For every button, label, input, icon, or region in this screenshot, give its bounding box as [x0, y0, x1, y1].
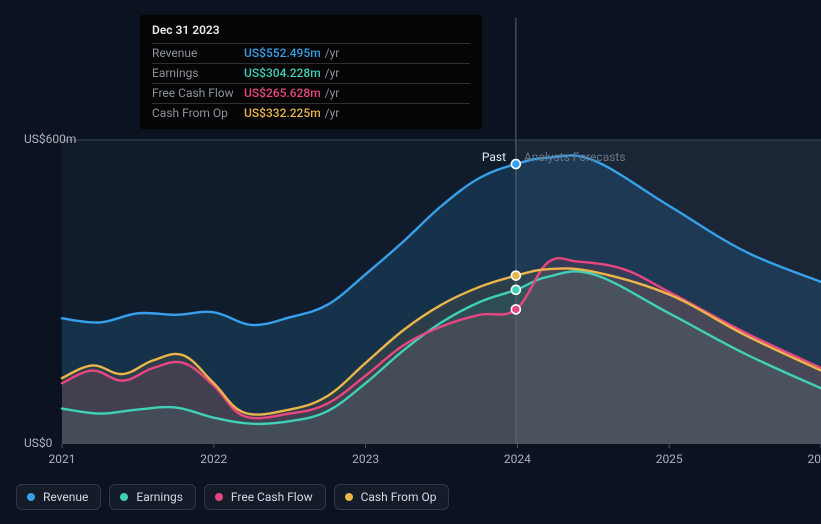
tooltip-row-suffix: /yr: [325, 86, 340, 100]
x-axis-label: 2025: [656, 452, 683, 466]
legend-swatch-icon: [120, 493, 128, 501]
legend: Revenue Earnings Free Cash Flow Cash From O…: [16, 484, 449, 510]
legend-swatch-icon: [345, 493, 353, 501]
x-axis-label: 2024: [504, 452, 531, 466]
legend-chip[interactable]: Revenue: [16, 484, 101, 510]
x-axis-label: 2026: [808, 452, 821, 466]
hover-tooltip: Dec 31 2023 RevenueUS$552.495m/yrEarning…: [140, 15, 482, 129]
tooltip-row-value: US$265.628m: [244, 86, 321, 100]
tooltip-row-label: Revenue: [152, 46, 244, 60]
tooltip-row-label: Free Cash Flow: [152, 86, 244, 100]
legend-label: Free Cash Flow: [231, 490, 313, 504]
tooltip-row-suffix: /yr: [325, 66, 340, 80]
tooltip-row-suffix: /yr: [325, 46, 340, 60]
tooltip-row: EarningsUS$304.228m/yr: [152, 63, 470, 83]
legend-label: Earnings: [136, 490, 183, 504]
legend-label: Revenue: [43, 490, 88, 504]
past-label: Past: [482, 150, 506, 164]
tooltip-row-value: US$332.225m: [244, 106, 321, 120]
forecast-label: Analysts Forecasts: [524, 150, 626, 164]
x-axis-label: 2022: [200, 452, 227, 466]
tooltip-row: Cash From OpUS$332.225m/yr: [152, 103, 470, 123]
legend-chip[interactable]: Free Cash Flow: [204, 484, 326, 510]
x-axis-label: 2023: [352, 452, 379, 466]
tooltip-row: RevenueUS$552.495m/yr: [152, 43, 470, 63]
legend-swatch-icon: [27, 493, 35, 501]
tooltip-row-value: US$552.495m: [244, 46, 321, 60]
tooltip-row-value: US$304.228m: [244, 66, 321, 80]
tooltip-date: Dec 31 2023: [152, 23, 470, 37]
x-axis-label: 2021: [49, 452, 76, 466]
legend-label: Cash From Op: [361, 490, 437, 504]
tooltip-row: Free Cash FlowUS$265.628m/yr: [152, 83, 470, 103]
tooltip-row-suffix: /yr: [325, 106, 340, 120]
y-axis-label: US$600m: [24, 132, 76, 146]
legend-chip[interactable]: Earnings: [109, 484, 196, 510]
tooltip-row-label: Cash From Op: [152, 106, 244, 120]
legend-swatch-icon: [215, 493, 223, 501]
tooltip-row-label: Earnings: [152, 66, 244, 80]
legend-chip[interactable]: Cash From Op: [334, 484, 450, 510]
y-axis-label: US$0: [24, 436, 52, 450]
